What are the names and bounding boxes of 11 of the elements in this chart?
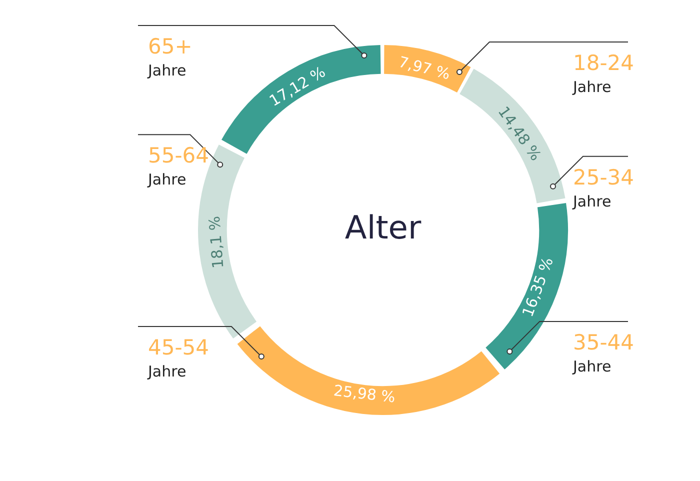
data-label: 18,1 % bbox=[205, 216, 228, 270]
slice-label: 55-64 Jahre bbox=[147, 144, 210, 189]
slice-label: 65+ Jahre bbox=[147, 34, 192, 80]
data-label: 25,98 % bbox=[332, 381, 396, 406]
slice-label: 45-54 Jahre bbox=[147, 336, 210, 381]
slice-label: 35-44 Jahre bbox=[572, 330, 634, 376]
data-label: 16,35 % bbox=[518, 254, 557, 320]
text: Alter bbox=[344, 208, 422, 246]
slice-label: 18-24 Jahre bbox=[572, 51, 634, 96]
slice-label: 25-34 Jahre bbox=[572, 165, 634, 210]
data-label: 7,97 % bbox=[396, 52, 452, 84]
